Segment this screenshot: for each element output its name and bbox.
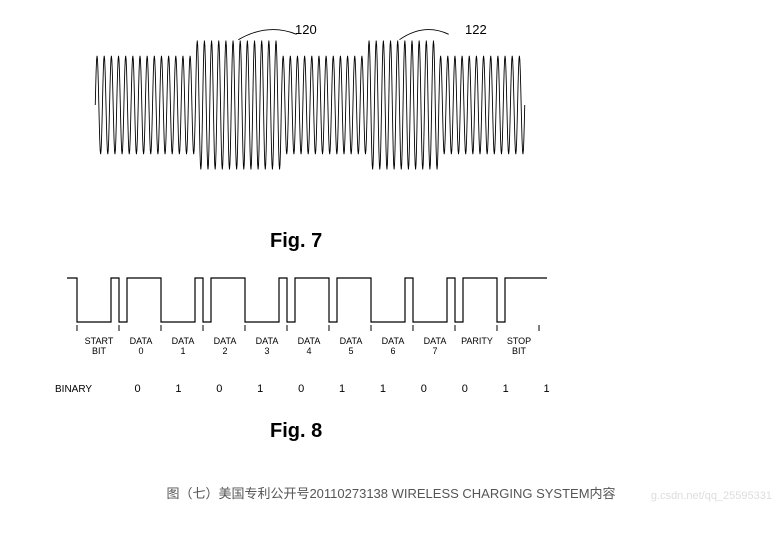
binary-value: 1 bbox=[240, 383, 281, 395]
bit-label: DATA3 bbox=[246, 337, 288, 357]
binary-value: 1 bbox=[526, 383, 567, 395]
binary-value: 0 bbox=[444, 383, 485, 395]
bit-label: DATA6 bbox=[372, 337, 414, 357]
binary-value: 1 bbox=[363, 383, 404, 395]
bit-label: DATA1 bbox=[162, 337, 204, 357]
binary-value: 1 bbox=[158, 383, 199, 395]
binary-value: 1 bbox=[322, 383, 363, 395]
binary-value: 0 bbox=[281, 383, 322, 395]
bit-label: DATA0 bbox=[120, 337, 162, 357]
binary-values-row: BINARY 01010110011 bbox=[55, 383, 567, 395]
binary-row-label: BINARY bbox=[55, 384, 92, 395]
bit-label: STARTBIT bbox=[78, 337, 120, 357]
bit-label: DATA4 bbox=[288, 337, 330, 357]
callout-120: 120 bbox=[295, 22, 317, 37]
binary-value: 0 bbox=[199, 383, 240, 395]
figure-7-label: Fig. 7 bbox=[270, 230, 322, 253]
binary-value: 0 bbox=[403, 383, 444, 395]
amplitude-modulated-waveform bbox=[70, 20, 550, 190]
bit-label: STOPBIT bbox=[498, 337, 540, 357]
bit-label: PARITY bbox=[456, 337, 498, 357]
patent-figure-container: 120 122 Fig. 7 STARTBITDATA0DATA1DATA2DA… bbox=[0, 0, 782, 537]
binary-value: 1 bbox=[485, 383, 526, 395]
watermark-text: g.csdn.net/qq_25595331 bbox=[651, 490, 772, 502]
bit-labels-row: STARTBITDATA0DATA1DATA2DATA3DATA4DATA5DA… bbox=[78, 337, 543, 357]
callout-122: 122 bbox=[465, 22, 487, 37]
bit-label: DATA2 bbox=[204, 337, 246, 357]
digital-bitstream-waveform bbox=[67, 272, 547, 332]
binary-value: 0 bbox=[117, 383, 158, 395]
bit-label: DATA5 bbox=[330, 337, 372, 357]
bit-label: DATA7 bbox=[414, 337, 456, 357]
figure-8-label: Fig. 8 bbox=[270, 420, 322, 443]
